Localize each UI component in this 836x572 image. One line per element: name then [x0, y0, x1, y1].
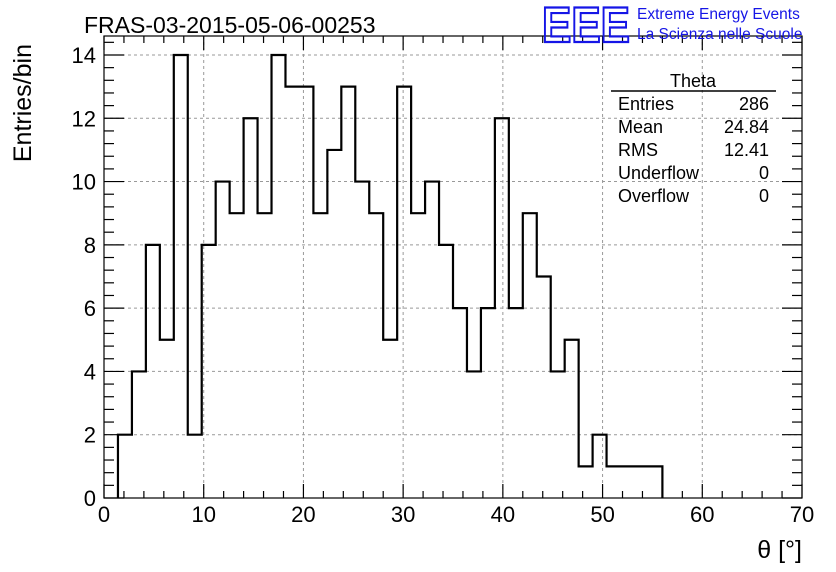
y-tick-label: 6 — [84, 296, 96, 321]
x-tick-label: 50 — [590, 502, 614, 527]
x-tick-label: 10 — [191, 502, 215, 527]
stats-label: Mean — [618, 117, 663, 137]
stats-value: 0 — [759, 186, 769, 206]
stats-label: Underflow — [618, 163, 700, 183]
y-tick-labels: 0 2 4 6 8 10 12 14 — [72, 43, 96, 511]
y-tick-label: 10 — [72, 170, 96, 195]
stats-value: 0 — [759, 163, 769, 183]
chart-title: FRAS-03-2015-05-06-00253 — [84, 12, 376, 38]
stats-box: Theta Entries 286 Mean 24.84 RMS 12.41 Underfl… — [611, 71, 776, 206]
x-tick-label: 20 — [291, 502, 315, 527]
stats-label: Entries — [618, 94, 674, 114]
y-tick-label: 4 — [84, 359, 96, 384]
y-tick-label: 14 — [72, 43, 96, 68]
logo-eee-text: EEE — [542, 0, 630, 53]
stats-name: Theta — [670, 71, 717, 91]
stats-label: Overflow — [618, 186, 690, 206]
x-tick-label: 30 — [391, 502, 415, 527]
x-tick-label: 40 — [491, 502, 515, 527]
y-tick-label: 12 — [72, 106, 96, 131]
logo-line-2: La Scienza nelle Scuole — [637, 26, 802, 43]
stats-value: 286 — [739, 94, 769, 114]
y-tick-label: 2 — [84, 423, 96, 448]
y-tick-label: 8 — [84, 233, 96, 258]
logo-line-1: Extreme Energy Events — [637, 6, 800, 23]
eee-logo: EEE Extreme Energy Events La Scienza nel… — [541, 0, 803, 54]
y-tick-label: 0 — [84, 486, 96, 511]
stats-value: 24.84 — [724, 117, 769, 137]
x-tick-labels: 0 10 20 30 40 50 60 70 — [98, 502, 814, 527]
x-tick-label: 70 — [790, 502, 814, 527]
y-axis-label: Entries/bin — [9, 44, 37, 162]
x-axis-label: θ [°] — [757, 536, 802, 564]
x-tick-label: 0 — [98, 502, 110, 527]
x-tick-label: 60 — [690, 502, 714, 527]
stats-value: 12.41 — [724, 140, 769, 160]
stats-label: RMS — [618, 140, 658, 160]
histogram-outline — [116, 53, 664, 498]
plot-frame — [103, 35, 803, 499]
